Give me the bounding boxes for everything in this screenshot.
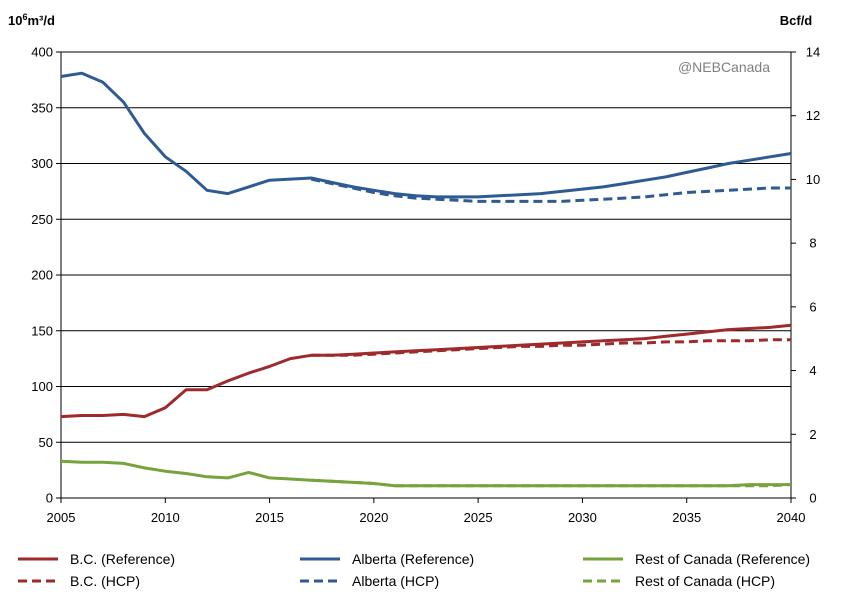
left-tick-label: 0 xyxy=(46,491,53,506)
left-tick-label: 50 xyxy=(39,435,53,450)
series-lines xyxy=(60,71,792,488)
right-tick-label: 12 xyxy=(806,108,820,123)
series-line-4 xyxy=(60,459,791,488)
series-line-1 xyxy=(311,338,791,357)
right-tick-label: 6 xyxy=(809,299,816,314)
x-tick-labels: 2005 2010 2015 2020 2025 2030 2035 2040 xyxy=(47,510,806,525)
x-tick-label: 2010 xyxy=(151,510,180,525)
legend-label: Rest of Canada (Reference) xyxy=(635,551,810,567)
right-tick-label: 2 xyxy=(809,427,816,442)
legend-label: B.C. (HCP) xyxy=(70,573,140,589)
legend-label: B.C. (Reference) xyxy=(70,551,175,567)
watermark-handle: @NEBCanada xyxy=(678,59,770,75)
legend-label: Alberta (Reference) xyxy=(352,551,474,567)
legend-label: Alberta (HCP) xyxy=(352,573,439,589)
left-tick-label: 100 xyxy=(31,379,53,394)
right-tick-label: 4 xyxy=(809,363,816,378)
left-tick-label: 350 xyxy=(31,100,53,115)
x-tick-label: 2020 xyxy=(359,510,388,525)
legend: B.C. (Reference) Alberta (Reference) Rest … xyxy=(18,551,810,589)
right-y-tick-labels: 0 2 4 6 8 10 12 14 xyxy=(806,45,820,506)
left-tick-label: 400 xyxy=(31,45,53,60)
left-y-unit-label: 106m³/d xyxy=(8,12,55,28)
left-tick-label: 200 xyxy=(31,268,53,283)
series-line-3 xyxy=(310,177,791,203)
right-tick-label: 0 xyxy=(809,491,816,506)
gridlines xyxy=(61,51,791,443)
x-tick-label: 2035 xyxy=(672,510,701,525)
axes xyxy=(56,51,796,503)
right-y-unit-label: Bcf/d xyxy=(780,13,813,28)
right-tick-label: 14 xyxy=(806,45,820,60)
right-tick-label: 8 xyxy=(809,236,816,251)
legend-label: Rest of Canada (HCP) xyxy=(635,573,775,589)
x-tick-label: 2040 xyxy=(777,510,806,525)
x-tick-label: 2005 xyxy=(47,510,76,525)
left-tick-label: 300 xyxy=(31,156,53,171)
x-tick-label: 2015 xyxy=(255,510,284,525)
left-tick-label: 250 xyxy=(31,212,53,227)
left-tick-label: 150 xyxy=(31,323,53,338)
series-line-2 xyxy=(60,71,792,199)
series-line-0 xyxy=(60,323,792,419)
left-y-tick-labels: 0 50 100 150 200 250 300 350 400 xyxy=(31,45,53,506)
x-tick-label: 2025 xyxy=(464,510,493,525)
right-tick-label: 10 xyxy=(806,172,820,187)
x-tick-label: 2030 xyxy=(568,510,597,525)
